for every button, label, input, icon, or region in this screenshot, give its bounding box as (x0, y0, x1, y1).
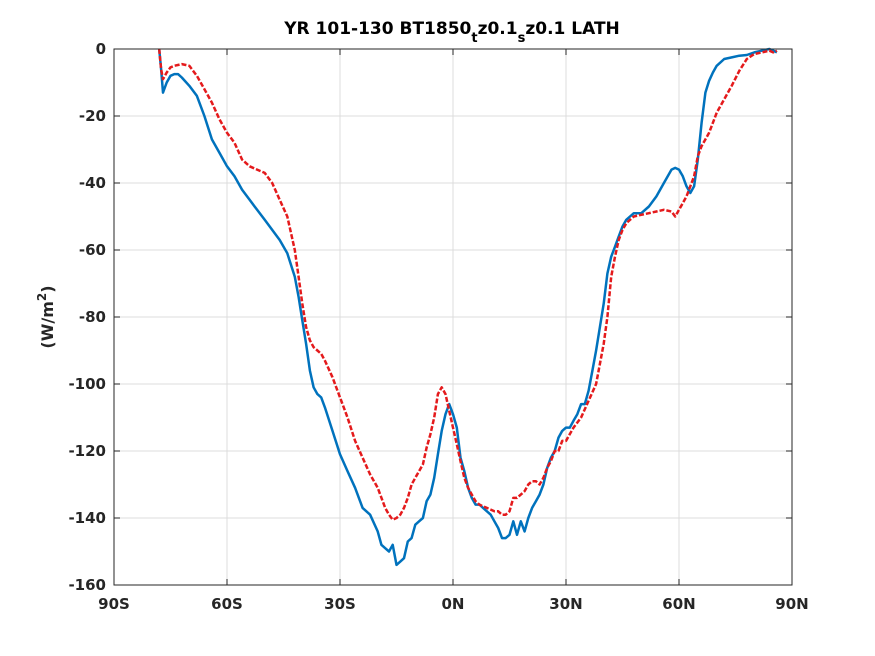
x-axis-ticks: 90S 60S 30S 0N 30N 60N 90N (98, 49, 809, 613)
title-subscript: t (471, 31, 477, 46)
chart-title: YR 101-130 BT1850tz0.1sz0.1 LATH (283, 19, 620, 46)
y-tick-label: -80 (79, 308, 106, 326)
y-tick-label: -100 (68, 375, 106, 393)
series-line-2 (157, 48, 778, 521)
y-tick-label: -20 (79, 107, 106, 125)
y-tick-label: -140 (68, 509, 106, 527)
y-label-superscript: 2 (35, 293, 49, 301)
y-label-part: ) (38, 285, 57, 292)
y-axis-label: (W/m2) (35, 285, 57, 348)
x-tick-label: 30S (324, 595, 356, 613)
y-tick-label: -40 (79, 174, 106, 192)
series-layer (157, 47, 778, 567)
x-tick-label: 90S (98, 595, 130, 613)
series-line-1 (157, 47, 778, 567)
y-tick-label: -60 (79, 241, 106, 259)
title-part: z0.1 LATH (525, 19, 619, 39)
x-tick-label: 60S (211, 595, 243, 613)
title-subscript: s (518, 31, 526, 46)
y-tick-label: 0 (96, 40, 106, 58)
y-tick-label: -120 (68, 442, 106, 460)
grid-lines (113, 48, 793, 586)
y-label-part: (W/m (38, 301, 57, 348)
y-axis-ticks: 0 -20 -40 -60 -80 -100 -120 -140 -160 (68, 40, 792, 594)
x-tick-label: 90N (775, 595, 808, 613)
x-tick-label: 30N (549, 595, 582, 613)
x-tick-label: 0N (442, 595, 465, 613)
y-tick-label: -160 (68, 576, 106, 594)
title-part: z0.1 (478, 19, 518, 39)
x-tick-label: 60N (662, 595, 695, 613)
title-part: YR 101-130 BT1850 (283, 19, 471, 39)
